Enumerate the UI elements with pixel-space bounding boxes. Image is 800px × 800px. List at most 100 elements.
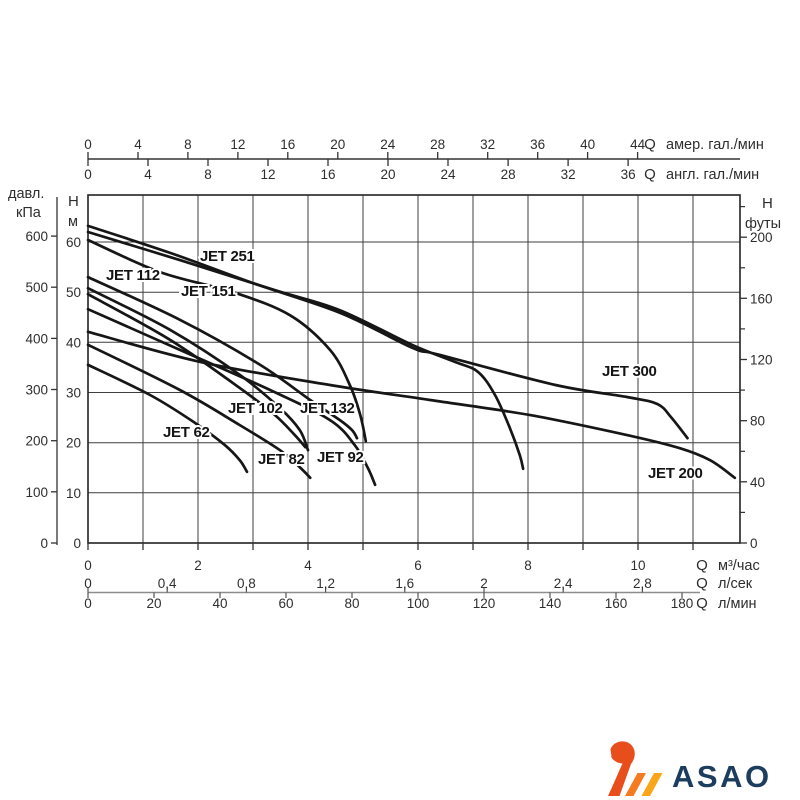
left-axis-kpa: 600 500 400 300 200 100 0 давл. кПа <box>8 186 58 551</box>
lmin-tick-label: 120 <box>473 596 496 611</box>
swan-icon <box>601 741 663 796</box>
meters-tick-label: 30 <box>66 386 81 401</box>
lmin-tick-label: 140 <box>539 596 562 611</box>
feet-tick-label: 200 <box>750 230 773 245</box>
ls-tick-label: 1,6 <box>395 576 414 591</box>
grid-vertical <box>142 195 694 543</box>
m3h-tick-label: 2 <box>194 558 202 573</box>
curve-label-jet-200: JET 200 <box>648 465 703 482</box>
top-imp-tick-label: 32 <box>561 167 576 182</box>
top-us-tick-label: 12 <box>230 137 245 152</box>
lmin-tick-label: 0 <box>84 596 92 611</box>
lmin-tick-label: 100 <box>407 596 430 611</box>
top-imp-tick-label: 28 <box>501 167 516 182</box>
top-us-tick-label: 4 <box>134 137 142 152</box>
asao-logo-graphic: ASAO <box>601 741 772 796</box>
curve-jet-92 <box>86 307 377 487</box>
ls-tick-label: 2,4 <box>554 576 573 591</box>
ls-tick-label: 0,8 <box>237 576 256 591</box>
right-axis-title-feet: футы <box>745 216 781 232</box>
curve-label-jet-82: JET 82 <box>258 451 305 468</box>
swan-body <box>608 741 635 796</box>
curve-label-jet-92: JET 92 <box>317 449 364 466</box>
asao-logo: ASAO <box>588 740 800 798</box>
left-axis-title-davl: давл. <box>8 186 44 202</box>
top-imp-unit-label: англ. гал./мин <box>666 167 759 183</box>
top-imp-tick-label: 4 <box>144 167 152 182</box>
asao-logo-text: ASAO <box>672 759 772 794</box>
left-axis-title-m: м <box>68 214 78 230</box>
ls-tick-label: 2 <box>480 576 488 591</box>
top-us-unit-label: амер. гал./мин <box>666 137 764 153</box>
top-us-q-symbol: Q <box>644 136 656 153</box>
meters-tick-label: 50 <box>66 285 81 300</box>
curve-label-jet-151: JET 151 <box>181 283 236 300</box>
top-us-tick-label: 24 <box>380 137 396 152</box>
meters-tick-label: 20 <box>66 436 81 451</box>
feet-tick-label: 0 <box>750 536 758 551</box>
feet-tick-label: 40 <box>750 475 765 490</box>
curve-labels: JET 300 JET 200 JET 251 JET 151 JET 132 JET 1… <box>104 246 705 484</box>
curve-jet-102 <box>86 292 307 449</box>
ls-q-symbol: Q <box>696 575 708 592</box>
kpa-tick-label: 500 <box>25 280 48 295</box>
meters-tick-label: 10 <box>66 486 81 501</box>
m3h-q-symbol: Q <box>696 557 708 574</box>
kpa-tick-label: 0 <box>40 536 48 551</box>
m3h-unit-label: м³/час <box>718 558 760 574</box>
top-imp-tick-label: 0 <box>84 167 92 182</box>
feet-tick-label: 120 <box>750 353 773 368</box>
curve-label-jet-62: JET 62 <box>163 424 210 441</box>
top-us-tick-label: 0 <box>84 137 92 152</box>
left-axis-meters: 60 50 40 30 20 10 0 Hм <box>66 193 81 551</box>
left-axis-title-h: H <box>68 193 79 210</box>
pump-curves <box>86 224 737 487</box>
left-axis-title-kpa: кПа <box>16 205 42 221</box>
lmin-tick-label: 60 <box>278 596 293 611</box>
curve-jet-62 <box>86 363 249 474</box>
top-us-tick-label: 40 <box>580 137 595 152</box>
top-axis: 0 4 8 12 16 20 24 28 32 36 40 44 0 4 8 12 16 20 24 28 32 36 Q а… <box>84 136 764 183</box>
top-imp-tick-label: 36 <box>621 167 636 182</box>
curve-label-jet-300: JET 300 <box>602 363 657 380</box>
kpa-tick-label: 600 <box>25 229 48 244</box>
swan-stripe-1 <box>625 773 646 796</box>
swan-stripe-2 <box>641 773 663 796</box>
curve-label-jet-251: JET 251 <box>200 248 255 265</box>
lmin-tick-label: 160 <box>605 596 628 611</box>
lmin-unit-label: л/мин <box>718 596 757 612</box>
m3h-tick-label: 4 <box>304 558 312 573</box>
lmin-tick-label: 180 <box>671 596 694 611</box>
ls-tick-label: 1,2 <box>316 576 335 591</box>
top-imp-tick-label: 8 <box>204 167 212 182</box>
curve-jet-251 <box>86 230 525 471</box>
kpa-tick-label: 300 <box>25 383 48 398</box>
feet-tick-label: 160 <box>750 291 773 306</box>
top-us-tick-label: 36 <box>530 137 545 152</box>
ls-tick-label: 2,8 <box>633 576 652 591</box>
top-imp-tick-label: 20 <box>380 167 395 182</box>
kpa-tick-label: 100 <box>25 485 48 500</box>
lmin-q-symbol: Q <box>696 595 708 612</box>
m3h-tick-label: 8 <box>524 558 532 573</box>
top-imp-q-symbol: Q <box>644 166 656 183</box>
curve-jet-151 <box>86 238 368 443</box>
lmin-tick-label: 80 <box>344 596 359 611</box>
top-us-tick-label: 16 <box>280 137 295 152</box>
top-us-tick-label: 28 <box>430 137 445 152</box>
plot-border <box>87 194 741 544</box>
lmin-tick-label: 20 <box>146 596 161 611</box>
curve-label-jet-112: JET 112 <box>106 267 160 284</box>
meters-tick-label: 0 <box>73 536 81 551</box>
pump-curves-chart: 0 4 8 12 16 20 24 28 32 36 40 440 4 8 12 16 20 24 28 32 36Q а… <box>8 136 781 612</box>
ls-tick-label: 0,4 <box>158 576 177 591</box>
curve-label-jet-132: JET 132 <box>300 400 355 417</box>
top-imp-tick-label: 12 <box>260 167 275 182</box>
top-us-tick-label: 20 <box>330 137 345 152</box>
swan-beak <box>601 749 612 757</box>
curve-jet-112 <box>86 286 310 452</box>
kpa-tick-label: 400 <box>25 331 48 346</box>
curve-jet-82 <box>86 343 312 480</box>
